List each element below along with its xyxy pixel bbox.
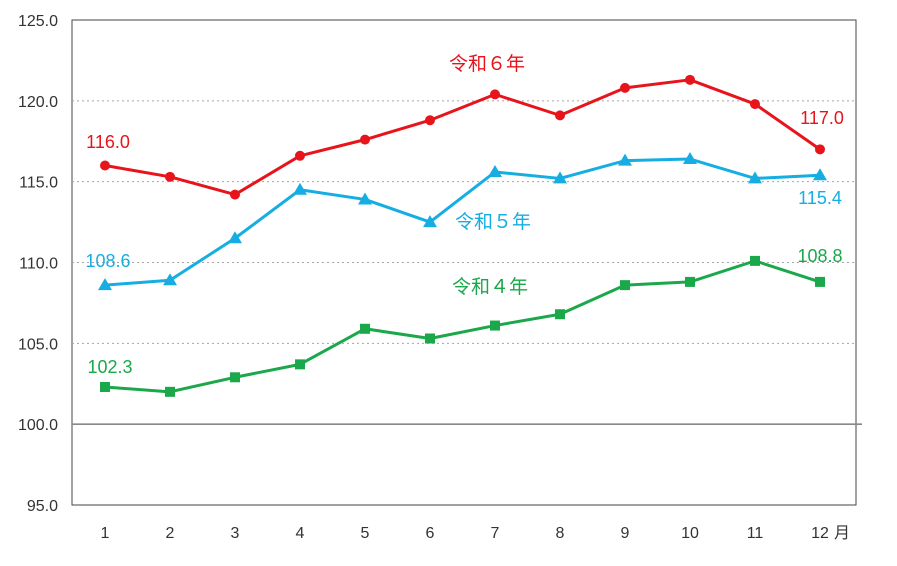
data-point [358, 192, 372, 205]
data-point [553, 171, 567, 184]
data-label-last: 115.4 [798, 188, 842, 208]
data-point [748, 171, 762, 184]
data-point [750, 99, 760, 110]
data-point [165, 171, 175, 182]
x-unit-label: 月 [834, 525, 850, 542]
x-tick-label: 8 [556, 525, 565, 542]
x-tick-label: 12 [811, 525, 829, 542]
x-tick-label: 9 [621, 525, 630, 542]
data-point [488, 164, 502, 177]
data-point [228, 231, 242, 244]
data-point [620, 82, 630, 93]
data-label-first: 108.6 [85, 251, 130, 271]
x-tick-label: 10 [681, 525, 699, 542]
data-point [685, 74, 695, 85]
x-tick-label: 1 [101, 525, 110, 542]
data-point [618, 153, 632, 166]
x-tick-label: 7 [491, 525, 500, 542]
data-point [815, 276, 825, 287]
data-point [293, 182, 307, 195]
data-label-first: 116.0 [86, 132, 130, 152]
series-name-label: 令和５年 [455, 211, 531, 233]
data-point [165, 386, 175, 397]
data-point [425, 333, 435, 344]
series-3: 令和４年 102.3 108.8 [87, 246, 843, 397]
y-tick-label: 110.0 [19, 256, 58, 273]
x-tick-label: 2 [166, 525, 175, 542]
series-line [104, 259, 821, 394]
data-point [815, 144, 825, 155]
x-tick-label: 4 [296, 525, 305, 542]
data-point [295, 150, 305, 161]
data-point [490, 320, 500, 331]
x-tick-label: 5 [361, 525, 370, 542]
x-tick-label: 6 [426, 525, 435, 542]
series-line [104, 157, 821, 287]
y-tick-label: 115.0 [19, 175, 58, 192]
y-tick-label: 95.0 [27, 498, 58, 515]
data-point [295, 359, 305, 370]
data-point [360, 323, 370, 334]
y-tick-label: 120.0 [18, 94, 58, 111]
x-tick-label: 3 [231, 525, 240, 542]
data-point [100, 381, 110, 392]
series-name-label: 令和６年 [449, 53, 525, 75]
data-point [490, 89, 500, 100]
data-point [620, 280, 630, 291]
data-point [425, 115, 435, 126]
data-point [230, 372, 240, 383]
series-name-label: 令和４年 [452, 276, 528, 298]
y-tick-label: 125.0 [18, 13, 58, 30]
data-label-first: 102.3 [87, 357, 132, 377]
data-point [360, 134, 370, 145]
series-2: 令和５年 108.6 115.4 [85, 152, 842, 291]
y-tick-label: 105.0 [18, 336, 58, 353]
data-point [98, 278, 112, 291]
data-point [423, 215, 437, 228]
data-point [100, 160, 110, 171]
data-point [555, 309, 565, 320]
data-point [555, 110, 565, 121]
data-point [813, 168, 827, 181]
series-line [104, 78, 821, 197]
data-point [683, 152, 697, 165]
y-tick-label: 100.0 [18, 417, 58, 434]
data-point [163, 273, 177, 286]
data-point [230, 189, 240, 200]
data-point [685, 276, 695, 287]
data-label-last: 108.8 [797, 246, 842, 266]
series-1: 令和６年 116.0 117.0 [86, 53, 844, 200]
data-point [750, 255, 760, 266]
data-label-last: 117.0 [800, 108, 844, 128]
x-tick-label: 11 [747, 525, 764, 542]
